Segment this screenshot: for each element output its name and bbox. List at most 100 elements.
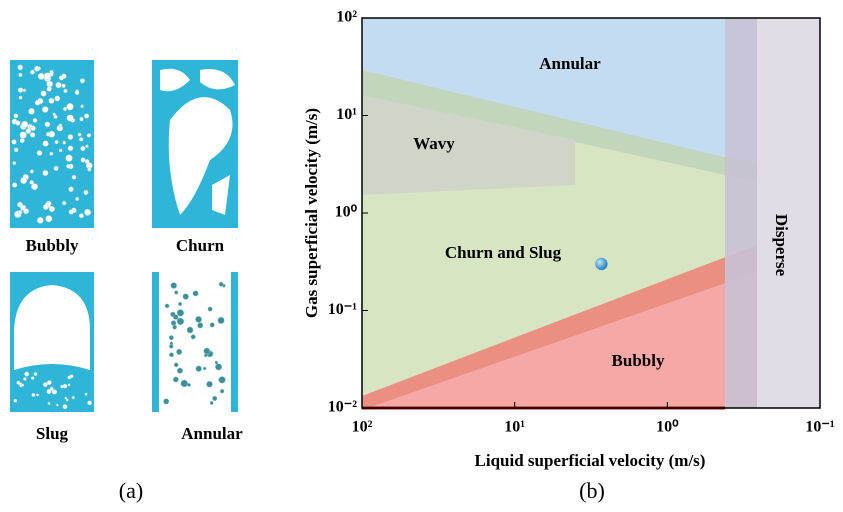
bubble xyxy=(218,317,225,324)
annular-film xyxy=(231,272,238,412)
y-tick-label: 10¹ xyxy=(336,106,357,123)
bubble xyxy=(75,197,79,201)
bubble xyxy=(30,132,35,137)
bubble xyxy=(219,376,226,383)
bubble xyxy=(59,149,62,152)
bubble xyxy=(66,155,73,162)
bubble xyxy=(176,349,181,354)
x-tick-label: 10⁻¹ xyxy=(805,419,834,436)
bubble xyxy=(41,91,47,97)
flow-pictures: Bubbly Churn Slug Annular (a) xyxy=(10,60,243,503)
bubble xyxy=(165,304,169,308)
bubble xyxy=(24,372,29,377)
bubble xyxy=(19,96,23,100)
bubble xyxy=(30,70,34,74)
bubble xyxy=(56,82,62,88)
bubble xyxy=(87,401,91,405)
bubble xyxy=(85,393,88,396)
bubble xyxy=(50,387,54,391)
bubble xyxy=(204,354,207,357)
bubble xyxy=(210,323,215,328)
bubble xyxy=(75,90,79,94)
bubble xyxy=(210,401,213,404)
bubble xyxy=(62,201,66,205)
x-tick-label: 10⁰ xyxy=(656,419,679,436)
y-tick-label: 10⁻¹ xyxy=(328,301,357,318)
bubble xyxy=(63,404,68,409)
bubble xyxy=(70,375,73,378)
bubble xyxy=(85,145,88,148)
bubble xyxy=(219,282,223,286)
bubble xyxy=(207,381,213,387)
bubble xyxy=(181,380,188,387)
bubble xyxy=(171,283,177,289)
bubble xyxy=(177,309,184,316)
bubble xyxy=(48,402,51,405)
bubble xyxy=(49,98,55,104)
bubble xyxy=(54,166,59,171)
bubble xyxy=(84,190,89,195)
bubble xyxy=(78,133,81,136)
bubble xyxy=(171,321,176,326)
bubble xyxy=(21,121,28,128)
bubble xyxy=(21,384,24,387)
bubble xyxy=(12,183,17,188)
y-axis-label: Gas superficial velocity (m/s) xyxy=(302,108,321,318)
bubble xyxy=(23,377,26,380)
regime-label: Bubbly xyxy=(26,236,79,255)
bubble xyxy=(178,302,182,306)
bubble xyxy=(46,215,53,222)
y-tick-label: 10² xyxy=(336,9,357,26)
bubble xyxy=(170,342,173,345)
bubble xyxy=(174,363,178,367)
bubble xyxy=(43,204,48,209)
bubble xyxy=(173,315,178,320)
bubble xyxy=(193,291,198,296)
bubble xyxy=(220,389,224,393)
bubble xyxy=(63,107,67,111)
bubble xyxy=(80,117,84,121)
bubble xyxy=(14,114,18,118)
bubble xyxy=(38,73,45,80)
region-label: Annular xyxy=(539,54,601,73)
bubble xyxy=(81,158,86,163)
bubble xyxy=(59,124,62,127)
bubble xyxy=(173,325,177,329)
bubble xyxy=(13,161,16,164)
bubble xyxy=(72,396,75,399)
bubble xyxy=(66,399,69,402)
annular-film xyxy=(152,272,159,412)
bubble xyxy=(36,394,39,397)
region-label: Bubbly xyxy=(612,351,665,370)
regime-label: Annular xyxy=(181,424,243,443)
bubble xyxy=(169,353,173,357)
bubble xyxy=(31,377,34,380)
bubble xyxy=(20,177,26,183)
bubble xyxy=(68,384,70,386)
region-label: Churn and Slug xyxy=(445,243,562,262)
y-tick-label: 10⁰ xyxy=(335,204,358,221)
bubble xyxy=(50,152,53,155)
bubble xyxy=(84,114,89,119)
panel-caption: (b) xyxy=(579,478,605,503)
slug-bubble xyxy=(14,285,90,370)
bubble xyxy=(69,187,74,192)
bubble xyxy=(196,366,202,372)
bubble xyxy=(85,159,89,163)
bubble xyxy=(14,399,18,403)
bubble xyxy=(42,106,48,112)
bubble xyxy=(203,367,206,370)
region-label: Disperse xyxy=(772,214,791,277)
bubble xyxy=(47,87,52,92)
bubble xyxy=(67,115,74,122)
bubble xyxy=(18,88,23,93)
x-axis-label: Liquid superficial velocity (m/s) xyxy=(475,451,706,470)
bubble xyxy=(84,209,90,215)
bubble xyxy=(62,84,66,88)
bubble xyxy=(35,100,40,105)
bubble xyxy=(64,89,68,93)
bubble xyxy=(23,209,28,214)
bubble xyxy=(191,335,196,340)
bubble xyxy=(18,65,23,70)
bubble xyxy=(87,168,91,172)
